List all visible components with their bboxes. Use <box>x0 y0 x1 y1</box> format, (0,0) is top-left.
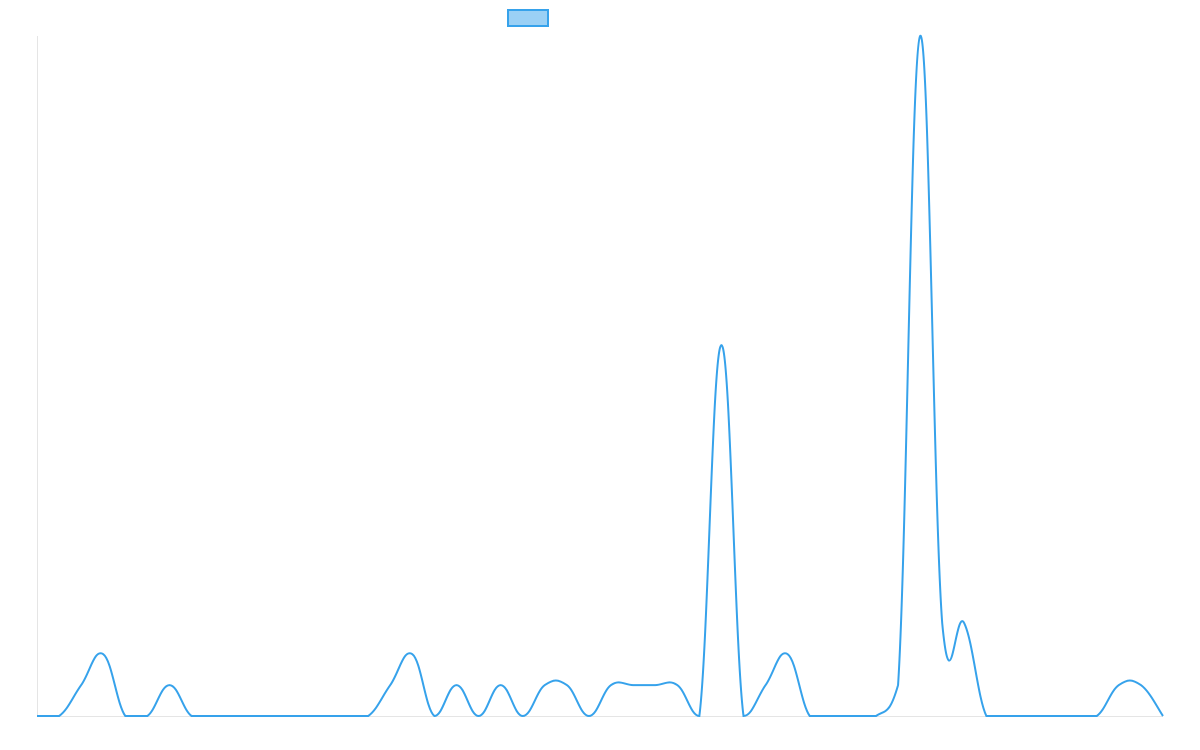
legend[interactable] <box>507 9 549 27</box>
data-point[interactable] <box>233 713 239 719</box>
data-point[interactable] <box>873 713 879 719</box>
legend-swatch[interactable] <box>507 9 549 27</box>
data-point[interactable] <box>718 342 724 348</box>
data-point[interactable] <box>1116 682 1122 688</box>
data-point[interactable] <box>829 713 835 719</box>
data-point[interactable] <box>983 713 989 719</box>
data-point[interactable] <box>741 713 747 719</box>
data-point[interactable] <box>365 713 371 719</box>
data-point[interactable] <box>1072 713 1078 719</box>
data-point[interactable] <box>586 713 592 719</box>
data-point[interactable] <box>763 682 769 688</box>
data-point[interactable] <box>917 33 923 39</box>
data-point[interactable] <box>520 713 526 719</box>
data-point[interactable] <box>453 682 459 688</box>
data-point[interactable] <box>1138 682 1144 688</box>
data-point[interactable] <box>939 620 945 626</box>
data-point[interactable] <box>851 713 857 719</box>
data-point[interactable] <box>34 713 40 719</box>
data-point[interactable] <box>1094 713 1100 719</box>
data-point[interactable] <box>498 682 504 688</box>
data-point[interactable] <box>189 713 195 719</box>
data-point[interactable] <box>696 713 702 719</box>
data-point[interactable] <box>630 682 636 688</box>
data-point[interactable] <box>807 713 813 719</box>
data-point[interactable] <box>1050 713 1056 719</box>
data-point[interactable] <box>299 713 305 719</box>
data-point[interactable] <box>431 713 437 719</box>
data-point[interactable] <box>277 713 283 719</box>
data-point[interactable] <box>211 713 217 719</box>
data-point[interactable] <box>122 713 128 719</box>
data-point[interactable] <box>343 713 349 719</box>
data-point[interactable] <box>56 713 62 719</box>
data-point[interactable] <box>321 713 327 719</box>
data-point[interactable] <box>409 651 415 657</box>
data-point[interactable] <box>564 682 570 688</box>
data-point[interactable] <box>542 682 548 688</box>
data-point[interactable] <box>652 682 658 688</box>
data-point[interactable] <box>895 682 901 688</box>
data-point[interactable] <box>255 713 261 719</box>
data-point[interactable] <box>166 682 172 688</box>
data-point[interactable] <box>100 651 106 657</box>
data-point[interactable] <box>785 651 791 657</box>
plot-area <box>34 33 1166 719</box>
data-point[interactable] <box>1160 713 1166 719</box>
data-point[interactable] <box>144 713 150 719</box>
data-point[interactable] <box>387 682 393 688</box>
data-point[interactable] <box>1028 713 1034 719</box>
data-point[interactable] <box>1005 713 1011 719</box>
data-point[interactable] <box>961 620 967 626</box>
data-point[interactable] <box>78 682 84 688</box>
data-point[interactable] <box>608 682 614 688</box>
data-point[interactable] <box>674 682 680 688</box>
series-line <box>37 34 1164 718</box>
data-point[interactable] <box>476 713 482 719</box>
